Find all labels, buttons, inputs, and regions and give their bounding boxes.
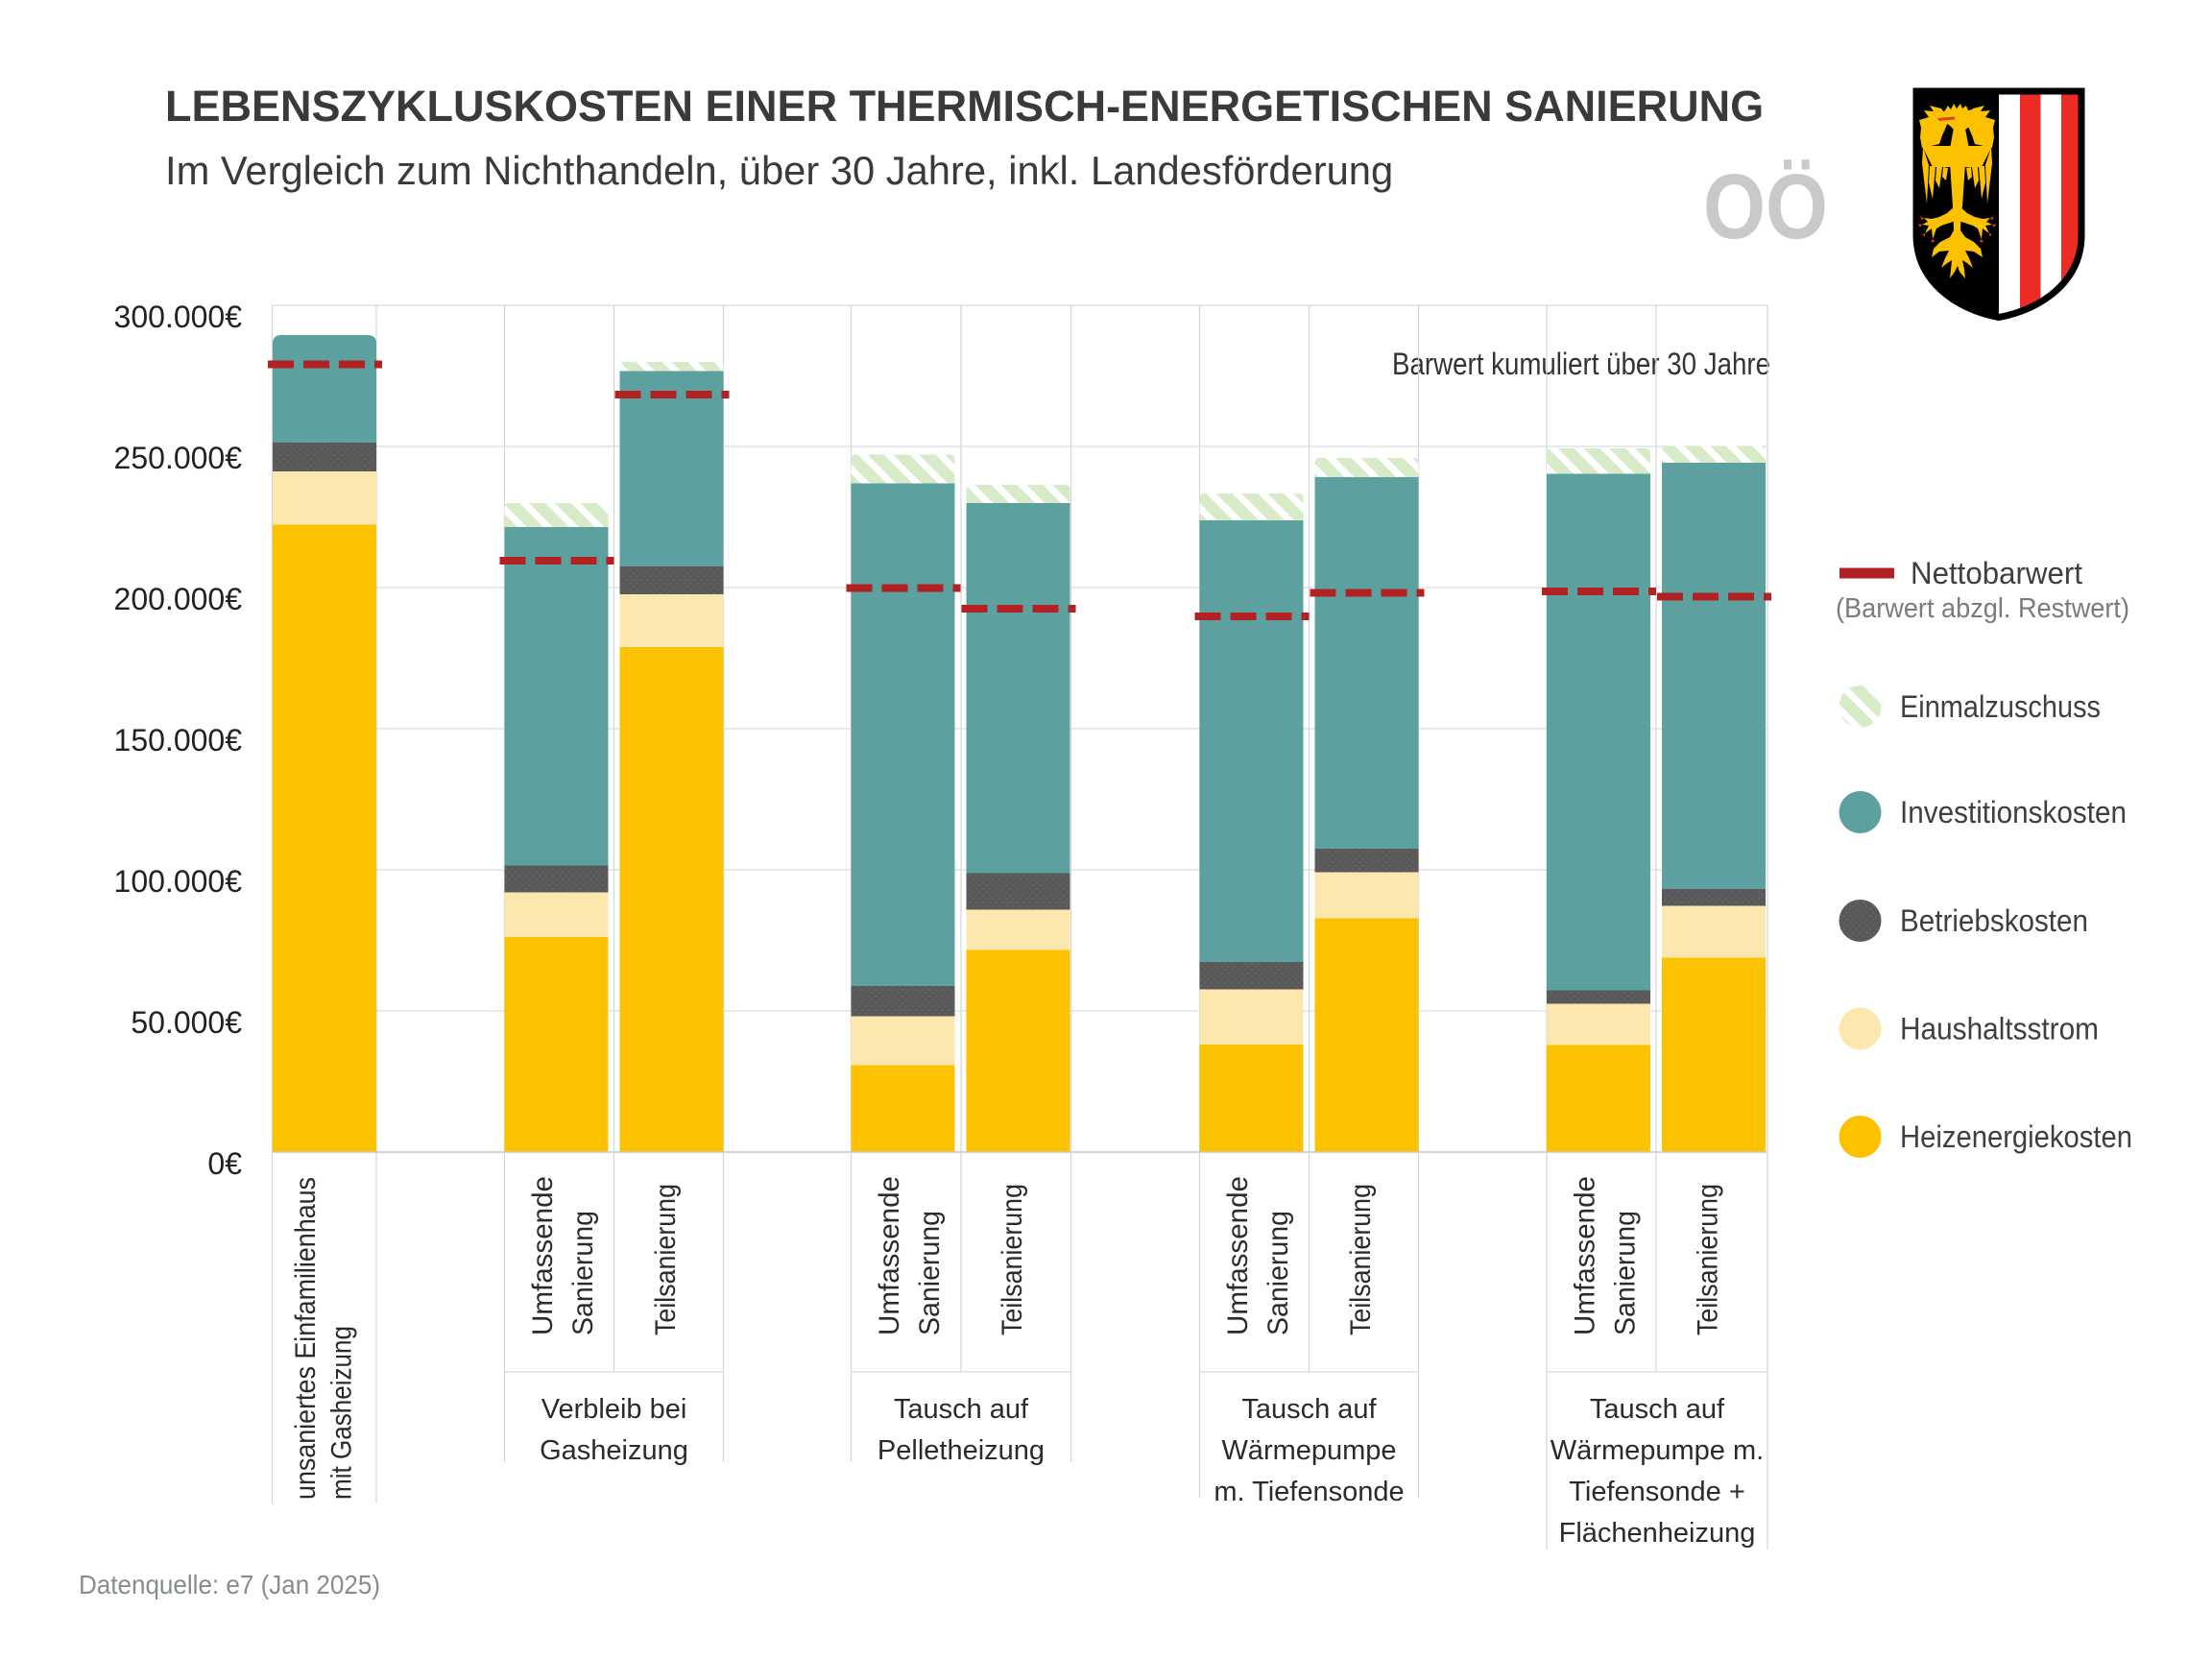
svg-text:Teilsanierung: Teilsanierung [997, 1184, 1028, 1335]
svg-text:0€: 0€ [207, 1146, 242, 1181]
svg-text:Wärmepumpe m.: Wärmepumpe m. [1551, 1435, 1764, 1466]
svg-text:100.000€: 100.000€ [114, 864, 243, 899]
svg-text:Datenquelle: e7 (Jan 2025): Datenquelle: e7 (Jan 2025) [79, 1570, 380, 1599]
svg-text:Tausch auf: Tausch auf [894, 1394, 1029, 1425]
svg-text:m. Tiefensonde: m. Tiefensonde [1214, 1477, 1404, 1507]
svg-text:Teilsanierung: Teilsanierung [1693, 1184, 1724, 1335]
svg-text:Umfassende: Umfassende [1570, 1176, 1601, 1335]
svg-text:Tausch auf: Tausch auf [1241, 1394, 1377, 1425]
svg-text:250.000€: 250.000€ [114, 441, 243, 475]
svg-text:Umfassende: Umfassende [1222, 1176, 1254, 1335]
svg-text:(Barwert abzgl. Restwert): (Barwert abzgl. Restwert) [1836, 593, 2129, 624]
svg-text:Wärmepumpe: Wärmepumpe [1221, 1435, 1396, 1466]
svg-text:200.000€: 200.000€ [114, 582, 243, 616]
svg-text:OÖ: OÖ [1703, 156, 1828, 258]
svg-text:Flächenheizung: Flächenheizung [1559, 1518, 1756, 1549]
svg-text:Umfassende: Umfassende [527, 1176, 559, 1335]
svg-text:Einmalzuschuss: Einmalzuschuss [1900, 689, 2101, 724]
svg-text:LEBENSZYKLUSKOSTEN EINER THERM: LEBENSZYKLUSKOSTEN EINER THERMISCH-ENERG… [165, 82, 1764, 131]
svg-text:Sanierung: Sanierung [567, 1211, 599, 1335]
svg-text:Betriebskosten: Betriebskosten [1900, 903, 2088, 938]
svg-text:Teilsanierung: Teilsanierung [1345, 1184, 1377, 1335]
svg-text:300.000€: 300.000€ [114, 300, 243, 334]
svg-text:Tausch auf: Tausch auf [1590, 1394, 1725, 1425]
svg-text:Im Vergleich zum Nichthandeln,: Im Vergleich zum Nichthandeln, über 30 J… [165, 148, 1393, 193]
svg-text:50.000€: 50.000€ [131, 1005, 242, 1040]
svg-text:Gasheizung: Gasheizung [540, 1435, 688, 1466]
svg-text:mit Gasheizung: mit Gasheizung [326, 1326, 358, 1500]
svg-text:Sanierung: Sanierung [1610, 1211, 1642, 1335]
svg-text:Verbleib bei: Verbleib bei [541, 1394, 687, 1425]
svg-text:Nettobarwert: Nettobarwert [1911, 556, 2082, 590]
svg-text:150.000€: 150.000€ [114, 723, 243, 757]
svg-text:Sanierung: Sanierung [1262, 1211, 1294, 1335]
svg-text:Heizenergiekosten: Heizenergiekosten [1900, 1119, 2132, 1154]
svg-text:Umfassende: Umfassende [874, 1176, 905, 1335]
svg-text:Barwert kumuliert über 30 Jahr: Barwert kumuliert über 30 Jahre [1392, 347, 1770, 381]
svg-text:unsaniertes Einfamilienhaus: unsaniertes Einfamilienhaus [290, 1177, 322, 1500]
svg-text:Investitionskosten: Investitionskosten [1900, 795, 2127, 830]
svg-text:Teilsanierung: Teilsanierung [650, 1184, 682, 1335]
svg-text:Pelletheizung: Pelletheizung [878, 1435, 1045, 1466]
svg-text:Haushaltsstrom: Haushaltsstrom [1900, 1012, 2099, 1046]
svg-text:Tiefensonde +: Tiefensonde + [1569, 1477, 1745, 1507]
svg-text:Sanierung: Sanierung [914, 1211, 946, 1335]
